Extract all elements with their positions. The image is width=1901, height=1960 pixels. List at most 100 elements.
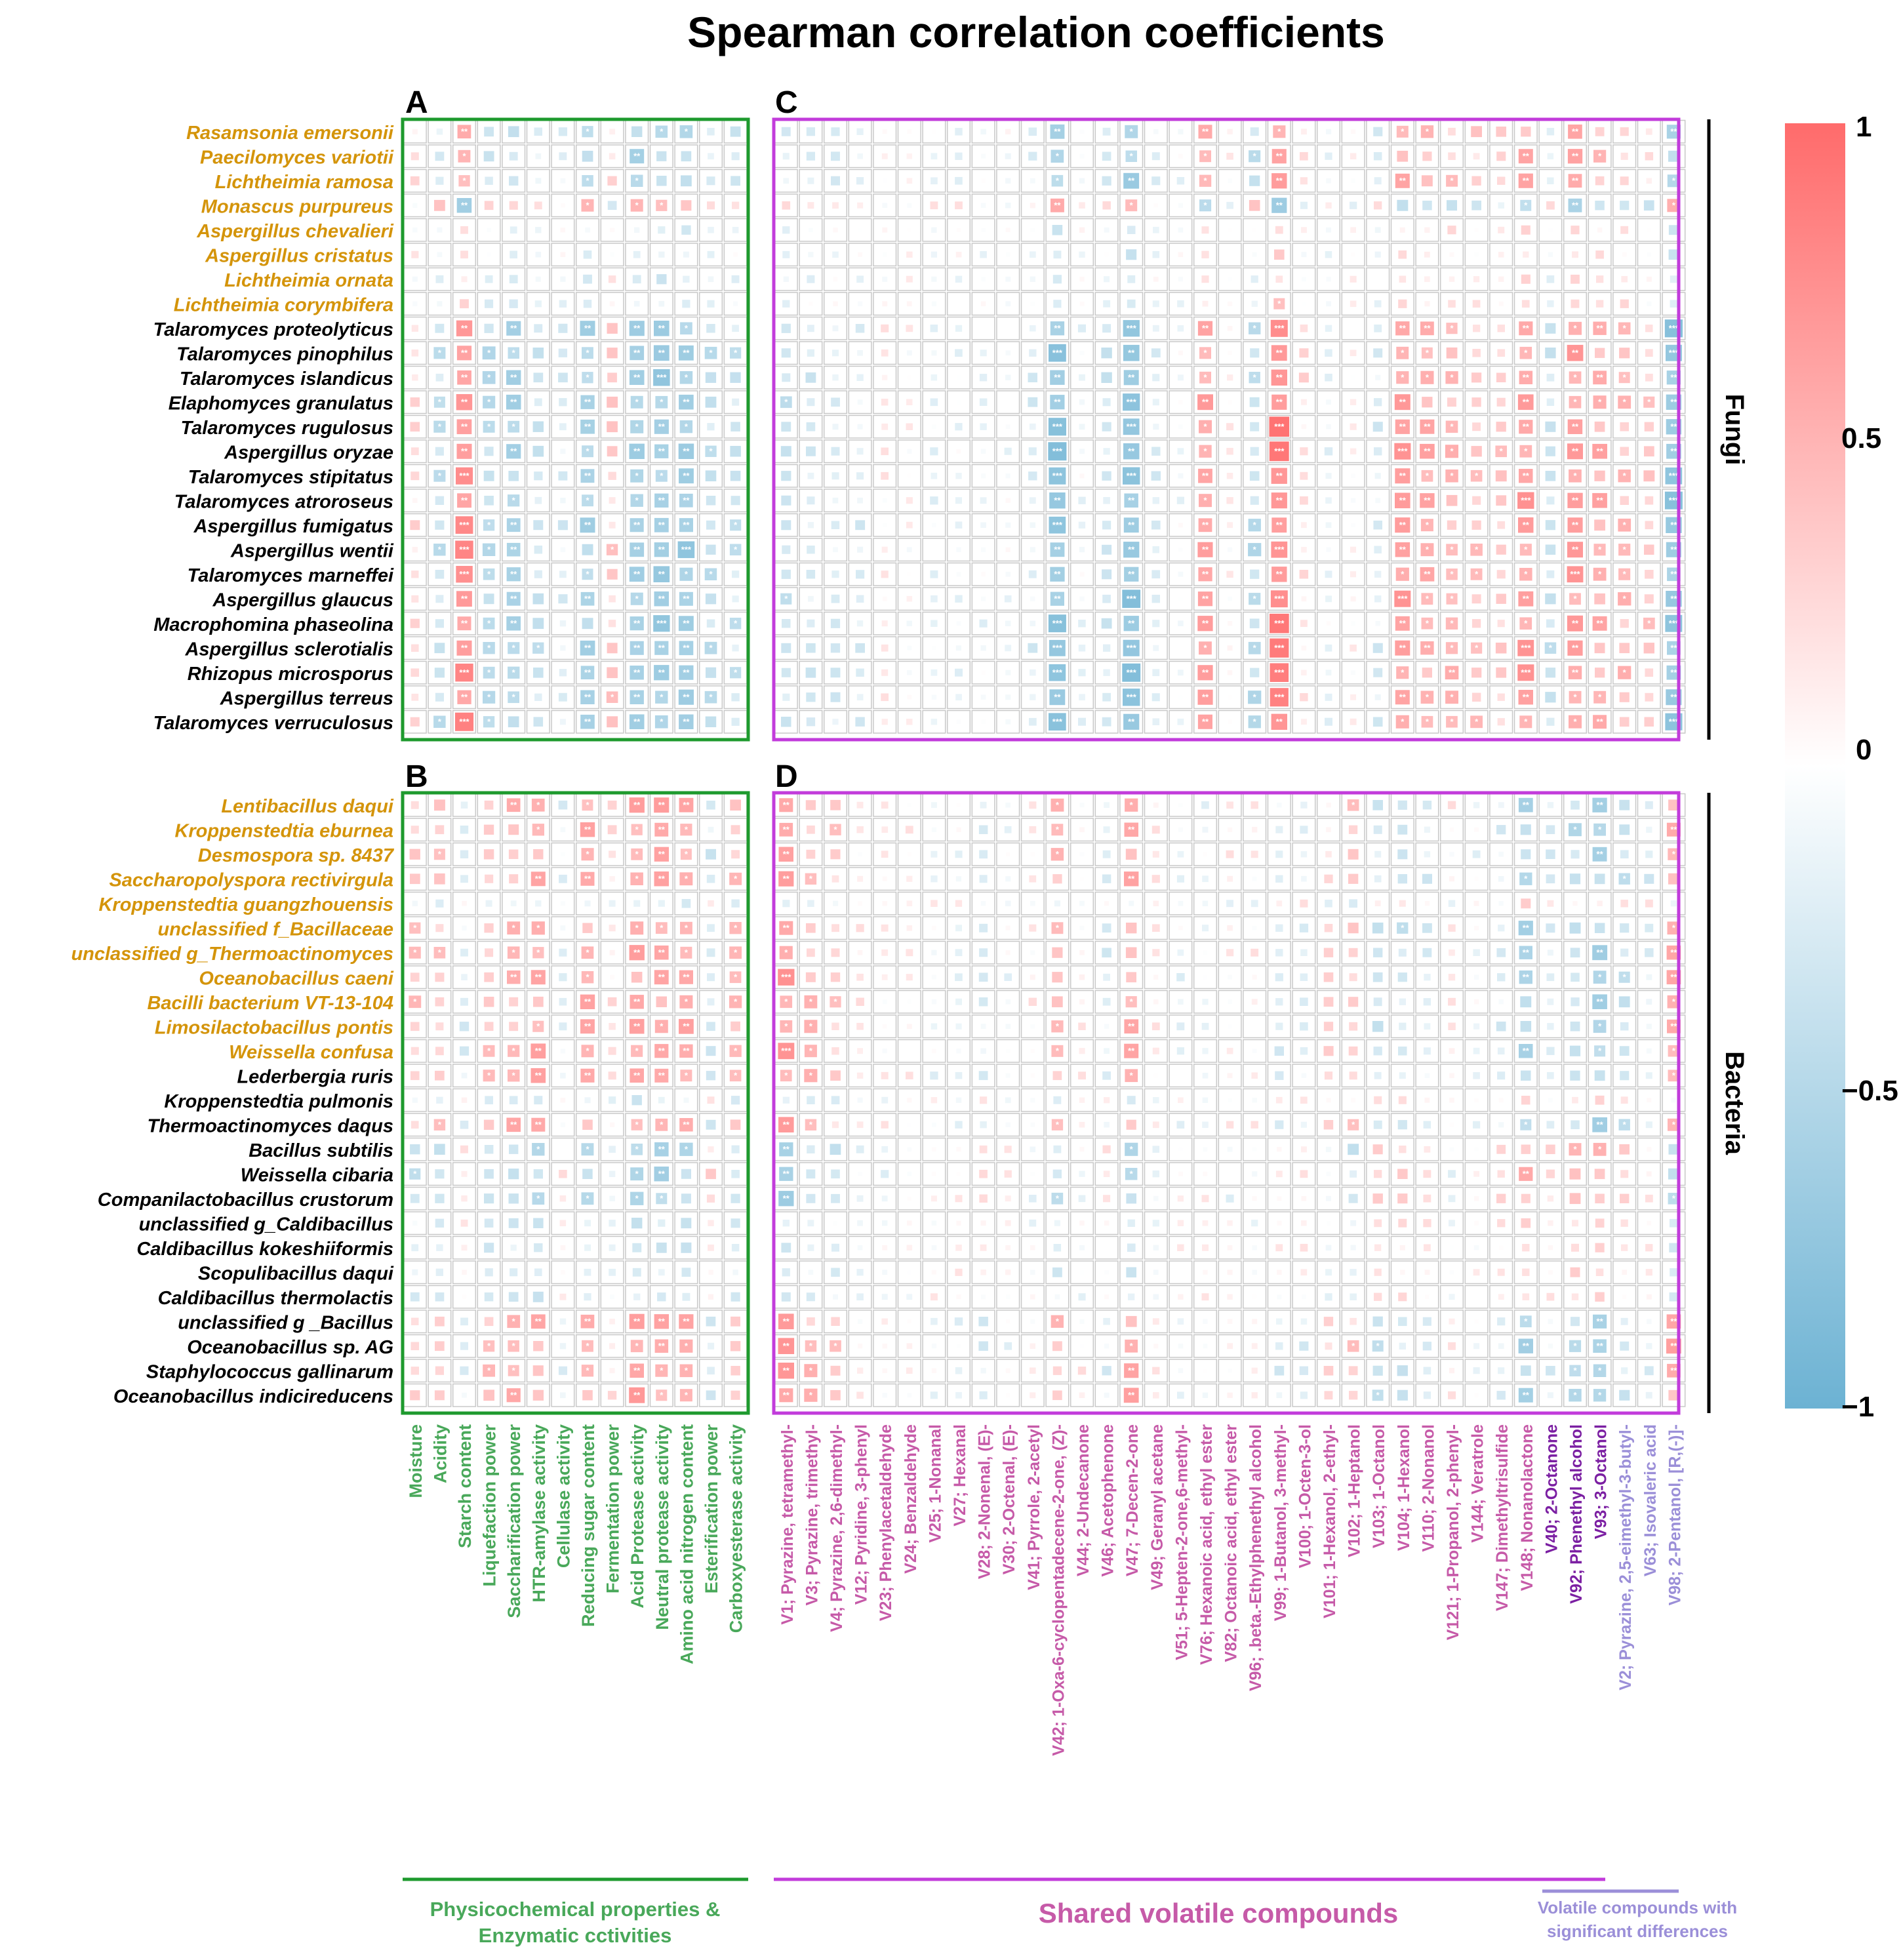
cell-significance: ** (1202, 618, 1209, 628)
cell-frame (428, 439, 452, 464)
cell-square (1178, 597, 1183, 601)
cell-square (1446, 323, 1458, 334)
cell-significance: ** (683, 1119, 690, 1129)
cell-square (1374, 324, 1382, 332)
cell-square (412, 498, 418, 503)
cell-significance: ** (683, 643, 690, 652)
cell-frame (1489, 316, 1513, 340)
cell-square (831, 472, 839, 480)
cell-square (1029, 924, 1037, 932)
cell-square (1595, 127, 1605, 136)
cell-square (580, 419, 595, 434)
cell-square (979, 398, 988, 406)
cell-frame (922, 292, 946, 316)
cell-frame (428, 818, 452, 842)
cell-frame (428, 940, 452, 965)
cell-square (1545, 520, 1555, 530)
cell-frame (526, 1162, 550, 1186)
cell-square (1571, 1120, 1580, 1129)
cell-frame (1538, 267, 1563, 291)
cell-frame (649, 636, 673, 660)
cell-significance: *** (1127, 471, 1137, 481)
cell-square (906, 620, 912, 626)
cell-square (882, 876, 887, 881)
cell-square (654, 715, 668, 729)
cell-significance: ** (783, 800, 790, 810)
cell-significance: ** (1202, 717, 1209, 727)
cell-square (932, 523, 936, 528)
cell-frame (452, 218, 477, 242)
cell-frame (1070, 218, 1094, 242)
cell-square (487, 252, 491, 257)
cell-frame (1119, 218, 1144, 242)
cell-square (483, 593, 494, 605)
cell-square (1422, 151, 1432, 161)
cell-frame (502, 990, 526, 1014)
cell-square (533, 520, 544, 530)
cell-frame (1119, 144, 1144, 169)
cell-square (1178, 473, 1184, 479)
cell-frame (575, 341, 600, 365)
cell-square (1647, 252, 1651, 257)
cell-significance: ** (658, 1316, 666, 1326)
cell-square (1199, 150, 1211, 163)
cell-significance: ** (658, 446, 666, 456)
cell-square (1595, 176, 1605, 186)
cell-significance: * (635, 200, 639, 210)
cell-square (1028, 997, 1037, 1006)
cell-square (462, 900, 467, 906)
cell-frame (946, 341, 971, 365)
cell-square (653, 615, 670, 632)
row-label: Kroppenstedtia guangzhouensis (98, 894, 393, 915)
cell-frame (1390, 169, 1414, 193)
cell-square (1101, 372, 1112, 383)
cell-frame (625, 513, 649, 537)
cell-frame (452, 891, 477, 915)
cell-square (607, 421, 618, 433)
cell-square (906, 350, 912, 356)
cell-square (857, 546, 864, 553)
cell-square (1226, 900, 1233, 908)
cell-square (1422, 801, 1432, 810)
cell-square (857, 497, 863, 504)
cell-frame (551, 1088, 575, 1112)
cell-square (1546, 275, 1555, 283)
cell-significance: * (1573, 323, 1577, 333)
cell-square (609, 1220, 616, 1227)
cell-square (609, 925, 616, 932)
cell-significance: ** (1523, 800, 1530, 810)
cell-square (1518, 173, 1533, 188)
cell-significance: ** (1597, 849, 1604, 859)
cell-square (1127, 299, 1136, 308)
cell-significance: * (709, 643, 713, 652)
cell-frame (526, 365, 550, 390)
cell-frame (1045, 316, 1070, 340)
cell-square (1325, 595, 1332, 603)
cell-square (1547, 1071, 1554, 1079)
cell-square (630, 1068, 644, 1083)
cell-square (1203, 950, 1208, 955)
cell-frame (526, 316, 550, 340)
cell-square (1471, 668, 1482, 678)
cell-square (705, 470, 717, 481)
cell-frame (698, 464, 723, 488)
cell-frame (502, 636, 526, 660)
cell-significance: ** (658, 948, 666, 957)
row-label: Rhizopus microsporus (188, 664, 393, 685)
cell-frame (477, 562, 501, 586)
cell-significance: ** (1276, 717, 1283, 727)
cell-square (1545, 668, 1556, 678)
cell-square (655, 922, 668, 934)
cell-frame (502, 169, 526, 193)
cell-square (1199, 174, 1212, 187)
cell-square (978, 997, 988, 1007)
cell-frame (575, 1285, 600, 1309)
cell-square (906, 719, 913, 725)
cell-square (1249, 150, 1261, 163)
cell-frame (1563, 218, 1588, 242)
cell-square (706, 544, 716, 555)
cell-square (1202, 1073, 1209, 1079)
cell-square (1374, 595, 1382, 603)
cell-square (1030, 852, 1035, 856)
